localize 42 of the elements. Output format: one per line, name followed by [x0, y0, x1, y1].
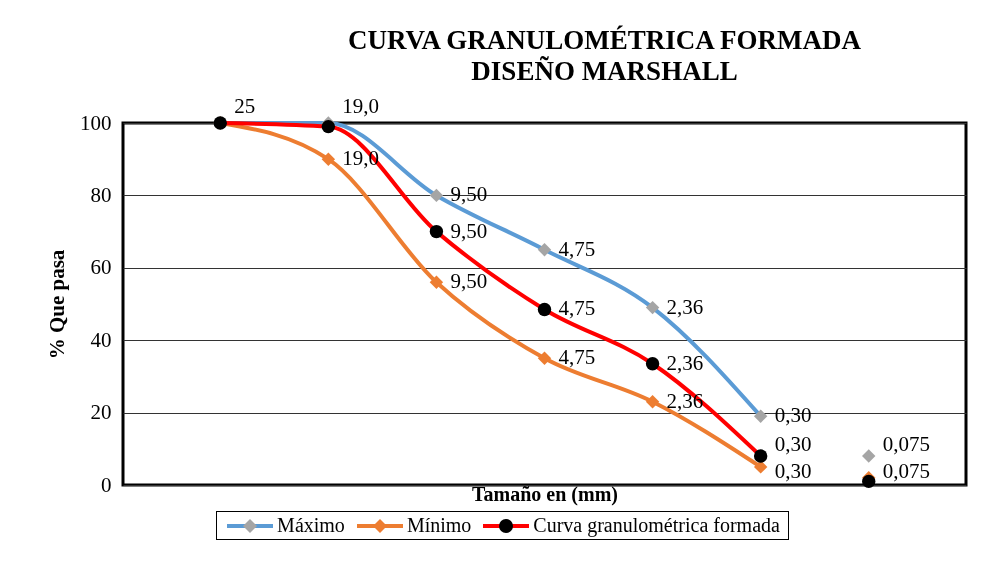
- point: [429, 188, 444, 203]
- annotation: 2,36: [666, 294, 704, 319]
- annotation: 9,50: [450, 218, 488, 243]
- text: 25: [234, 94, 256, 118]
- point: [429, 275, 444, 289]
- point: [753, 409, 768, 423]
- legend-label: Mínimo: [406, 514, 472, 537]
- y-tick-label: 0: [101, 472, 112, 497]
- point: [537, 351, 552, 366]
- point: [321, 119, 336, 134]
- point: [862, 474, 876, 489]
- annotation: 4,75: [558, 296, 596, 321]
- point: [429, 224, 444, 239]
- annotation: 2,36: [666, 388, 704, 413]
- y-tick-label: 80: [90, 182, 112, 207]
- annotation: 9,50: [450, 269, 488, 294]
- legend-label: Curva granulométrica formada: [533, 514, 780, 537]
- legend-label: Máximo: [277, 514, 345, 537]
- point: [645, 395, 660, 409]
- annotation: 0,30: [774, 432, 812, 457]
- chart-title: CURVA GRANULOMÉTRICA FORMADA DISEÑO MARSHALL: [347, 25, 862, 86]
- y-tick-label: 100: [80, 110, 112, 135]
- text: 19,0: [342, 94, 380, 118]
- annotation: 0,30: [774, 458, 812, 483]
- point: [862, 449, 876, 463]
- annotation: 0,075: [882, 458, 930, 483]
- point: [753, 449, 768, 463]
- x-axis-title: Tamaño en (mm): [472, 482, 618, 506]
- annotation: 2,36: [666, 350, 704, 375]
- y-tick-label: 40: [90, 327, 112, 352]
- annotation: 4,75: [558, 345, 596, 370]
- point: [645, 300, 660, 315]
- point: [537, 242, 552, 257]
- point: [645, 357, 660, 371]
- point: [753, 460, 768, 474]
- point: [321, 152, 336, 166]
- y-axis-title: % Que pasa: [45, 249, 69, 360]
- point: [537, 302, 552, 317]
- y-tick-label: 20: [90, 400, 112, 425]
- annotation: 4,75: [558, 236, 596, 261]
- y-tick-label: 60: [90, 255, 112, 280]
- annotation: 0,075: [882, 432, 930, 457]
